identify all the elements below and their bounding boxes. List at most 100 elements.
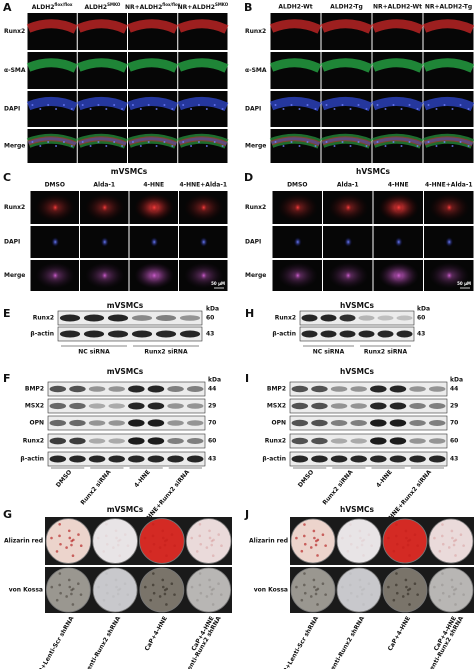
- blot-band: [69, 385, 86, 393]
- nucleus: [155, 145, 158, 147]
- blot-band: [409, 420, 426, 426]
- deposit: [341, 536, 344, 540]
- column-header: NR+ALDH2SMKO: [178, 2, 229, 11]
- nucleus: [306, 104, 309, 106]
- column-header-sup: SMKO: [107, 2, 121, 7]
- deposit: [105, 522, 108, 526]
- blot-band: [330, 386, 348, 392]
- band-kda: 60: [208, 438, 216, 445]
- blot-band: [370, 385, 387, 393]
- panel-letter: G: [3, 508, 12, 521]
- deposit: [123, 533, 127, 536]
- column-header: NR+ALDH2-Wt: [373, 4, 422, 11]
- column-header: 4-HNE+Alda-1: [425, 182, 473, 189]
- nucleus: [31, 141, 34, 143]
- deposit: [302, 583, 306, 587]
- nucleus: [105, 108, 108, 110]
- deposit: [462, 544, 465, 547]
- well: [382, 518, 428, 564]
- deposit: [408, 538, 412, 542]
- column-header: Alda-1: [93, 182, 115, 189]
- column-header-sup: flox/flox: [54, 2, 72, 7]
- nucleus: [314, 145, 317, 147]
- band-name: MSX2: [25, 403, 44, 410]
- deposit: [152, 591, 156, 595]
- deposit: [316, 587, 320, 591]
- blot-band: [311, 419, 328, 427]
- blot-band: [370, 437, 387, 445]
- panel-letter: H: [245, 307, 254, 320]
- deposit: [102, 598, 106, 602]
- nucleus: [150, 202, 159, 213]
- lane-label: 4-HNE: [375, 469, 394, 489]
- nucleus: [459, 141, 462, 143]
- blot-band: [428, 403, 446, 409]
- blot-band: [409, 403, 426, 409]
- blot-band: [107, 314, 129, 322]
- column-header-sup: SMKO: [215, 2, 229, 7]
- band-name: β-actin: [262, 456, 286, 463]
- blot-band: [108, 403, 125, 409]
- nucleus: [199, 202, 208, 213]
- nucleus: [55, 108, 58, 110]
- column-header-base: ALDH2: [84, 4, 107, 11]
- blot-strip: [289, 451, 448, 467]
- deposit: [441, 572, 444, 575]
- nucleus: [394, 270, 403, 281]
- nucleus: [155, 108, 158, 110]
- deposit: [453, 539, 456, 543]
- band-name: OPN: [271, 420, 286, 427]
- kda-unit: kDa: [206, 306, 219, 313]
- deposit: [58, 522, 61, 526]
- deposit: [394, 534, 398, 538]
- deposit: [97, 585, 100, 589]
- deposit: [70, 543, 73, 547]
- blot-band: [88, 403, 106, 409]
- nucleus: [131, 104, 134, 106]
- well: [92, 518, 138, 564]
- deposit: [440, 534, 444, 538]
- deposit: [190, 585, 194, 589]
- column-header: 4-HNE: [388, 182, 409, 189]
- deposit: [454, 554, 457, 557]
- blot-band: [377, 330, 394, 338]
- column-header: ALDH2flox/flox: [32, 2, 73, 11]
- column-label: +Lenti-Runx2 shRNA: [182, 615, 223, 669]
- deposit: [316, 538, 320, 542]
- tissue: [269, 58, 322, 73]
- column-header: Alda-1: [337, 182, 359, 189]
- deposit: [441, 591, 445, 595]
- blot-band: [147, 402, 165, 410]
- nucleus: [341, 141, 344, 143]
- nucleus: [416, 108, 419, 110]
- deposit: [77, 582, 80, 585]
- nucleus: [121, 145, 124, 147]
- band-kda: 60: [450, 438, 458, 445]
- nucleus: [150, 237, 159, 247]
- deposit: [198, 572, 202, 575]
- row-label: Runx2: [4, 28, 25, 35]
- micrograph: [372, 13, 423, 50]
- deposit: [324, 544, 327, 547]
- deposit: [72, 538, 75, 542]
- deposit: [79, 593, 83, 596]
- nucleus: [221, 108, 224, 110]
- blot-band: [128, 419, 145, 427]
- nucleus: [445, 237, 454, 247]
- band-name: β-actin: [20, 456, 44, 463]
- deposit: [459, 582, 463, 585]
- well: [382, 567, 428, 613]
- blot-band: [389, 402, 407, 410]
- nucleus: [408, 141, 411, 143]
- deposit: [212, 538, 215, 542]
- deposit: [362, 554, 365, 557]
- deposit: [313, 585, 316, 589]
- nucleus: [70, 145, 73, 147]
- deposit: [161, 578, 165, 582]
- deposit: [447, 546, 451, 549]
- deposit: [362, 603, 365, 606]
- well: [428, 518, 474, 564]
- blot-strip: [47, 415, 206, 431]
- panel-title: hVSMCs: [340, 367, 375, 376]
- group-label: NC siRNA: [313, 349, 345, 356]
